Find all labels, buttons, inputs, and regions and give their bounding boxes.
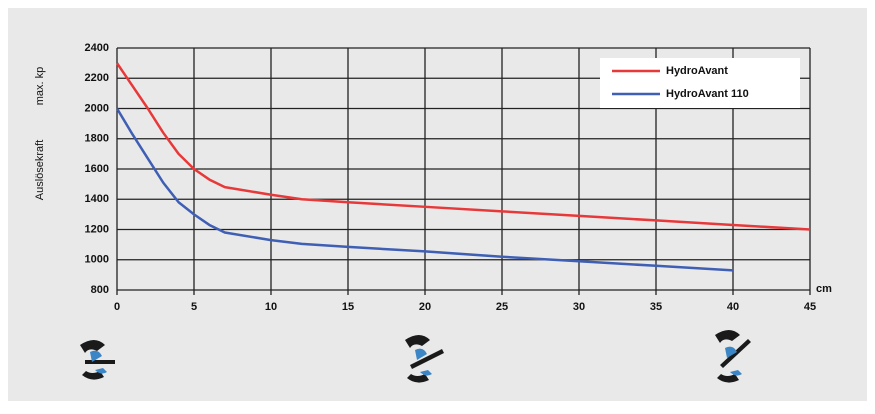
y-tick-label: 1400 — [85, 193, 109, 205]
x-tick-label: 30 — [573, 301, 585, 313]
y-tick-label: 1800 — [85, 133, 109, 145]
x-tick-label: 15 — [342, 301, 354, 313]
y-tick-label: 2000 — [85, 102, 109, 114]
y-tick-label: 1000 — [85, 254, 109, 266]
x-tick-label: 45 — [804, 301, 816, 313]
y-tick-label: 1200 — [85, 223, 109, 235]
legend-label: HydroAvant — [666, 65, 728, 77]
x-tick-label: 25 — [496, 301, 508, 313]
x-tick-label: 20 — [419, 301, 431, 313]
y-axis-label: Auslösekraft — [34, 140, 46, 201]
y-tick-label: 800 — [91, 284, 109, 296]
x-axis-unit: cm — [816, 283, 832, 295]
x-tick-label: 0 — [114, 301, 120, 313]
series-line — [115, 107, 734, 272]
icon — [80, 330, 751, 383]
series-line — [115, 62, 811, 231]
legend-label: HydroAvant 110 — [666, 88, 749, 100]
x-tick-label: 10 — [265, 301, 277, 313]
legend-box — [600, 58, 800, 108]
y-tick-label: 2400 — [85, 42, 109, 54]
x-tick-label: 5 — [191, 301, 197, 313]
x-tick-label: 35 — [650, 301, 662, 313]
y-axis-unit: max. kp — [34, 67, 46, 106]
y-tick-label: 2200 — [85, 72, 109, 84]
y-tick-label: 1600 — [85, 163, 109, 175]
x-tick-label: 40 — [727, 301, 739, 313]
